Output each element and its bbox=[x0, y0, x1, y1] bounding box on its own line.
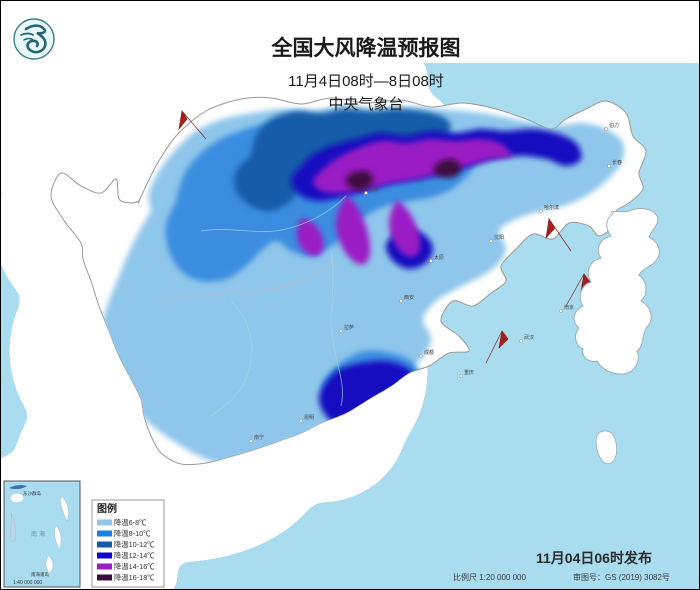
svg-text:降温14-16℃: 降温14-16℃ bbox=[114, 562, 155, 571]
svg-text:中央气象台: 中央气象台 bbox=[328, 96, 403, 113]
svg-text:哈尔滨: 哈尔滨 bbox=[544, 204, 559, 211]
svg-text:11月4日08时—8日08时: 11月4日08时—8日08时 bbox=[288, 73, 444, 90]
svg-text:11月04日06时发布: 11月04日06时发布 bbox=[536, 550, 652, 566]
svg-text:东沙群岛: 东沙群岛 bbox=[23, 490, 41, 497]
svg-text:南京: 南京 bbox=[564, 304, 574, 311]
svg-text:南海诸岛: 南海诸岛 bbox=[31, 571, 49, 578]
svg-text:武汉: 武汉 bbox=[524, 334, 534, 341]
svg-text:太原: 太原 bbox=[434, 254, 444, 261]
svg-text:拉萨: 拉萨 bbox=[344, 324, 354, 331]
svg-text:西安: 西安 bbox=[404, 294, 414, 301]
svg-text:重庆: 重庆 bbox=[464, 369, 474, 376]
svg-text:沈阳: 沈阳 bbox=[494, 234, 504, 241]
svg-text:长春: 长春 bbox=[612, 159, 622, 166]
svg-text:降温8-10℃: 降温8-10℃ bbox=[114, 529, 151, 538]
svg-text:昆明: 昆明 bbox=[304, 415, 314, 421]
svg-text:南宁: 南宁 bbox=[254, 434, 264, 441]
svg-text:降温12-14℃: 降温12-14℃ bbox=[114, 551, 155, 560]
svg-text:全国大风降温预报图: 全国大风降温预报图 bbox=[271, 36, 461, 60]
svg-text:图例: 图例 bbox=[97, 502, 117, 515]
svg-text:成都: 成都 bbox=[424, 349, 434, 356]
svg-text:北京: 北京 bbox=[369, 186, 379, 193]
svg-text:比例尺 1:20 000 000: 比例尺 1:20 000 000 bbox=[453, 572, 526, 582]
svg-text:降温16-18℃: 降温16-18℃ bbox=[114, 573, 155, 582]
svg-text:1:40 000 000: 1:40 000 000 bbox=[13, 580, 42, 586]
svg-text:南海: 南海 bbox=[31, 530, 47, 538]
svg-text:降温10-12℃: 降温10-12℃ bbox=[114, 540, 155, 549]
svg-text:伯力: 伯力 bbox=[609, 122, 619, 129]
svg-text:审图号：GS (2019) 3082号: 审图号：GS (2019) 3082号 bbox=[573, 572, 670, 582]
svg-text:降温6-8℃: 降温6-8℃ bbox=[114, 518, 146, 527]
